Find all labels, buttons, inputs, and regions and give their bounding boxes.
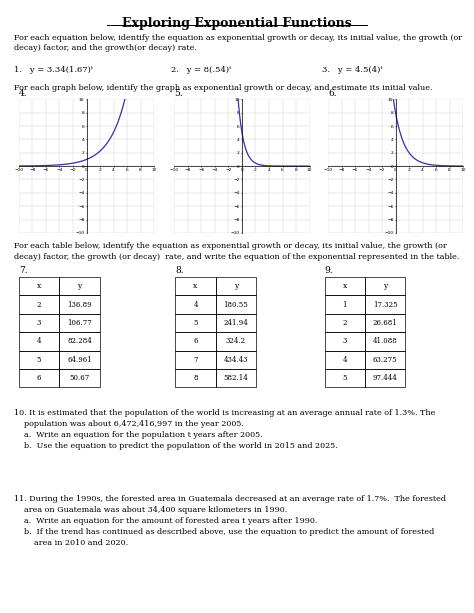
Text: 5.: 5. — [174, 89, 183, 98]
Text: Exploring Exponential Functions: Exploring Exponential Functions — [122, 17, 352, 30]
Text: y: y — [383, 282, 387, 291]
Bar — [325, 295, 365, 314]
Bar — [19, 295, 59, 314]
Bar — [365, 277, 405, 295]
Bar — [19, 332, 59, 351]
Text: 106.77: 106.77 — [67, 319, 92, 327]
Bar — [216, 351, 256, 369]
Text: 9.: 9. — [325, 265, 333, 275]
Text: 582.14: 582.14 — [223, 374, 248, 383]
Text: 6.: 6. — [328, 89, 337, 98]
Text: 50.67: 50.67 — [69, 374, 90, 383]
Text: For each graph below, identify the graph as exponential growth or decay, and est: For each graph below, identify the graph… — [14, 84, 433, 92]
Text: x: x — [193, 282, 198, 291]
Bar — [19, 351, 59, 369]
Bar — [325, 332, 365, 351]
Text: 5: 5 — [343, 374, 347, 383]
Bar — [175, 369, 216, 387]
Text: 7: 7 — [193, 356, 198, 364]
Text: 11. During the 1990s, the forested area in Guatemala decreased at an average rat: 11. During the 1990s, the forested area … — [14, 495, 446, 547]
Text: 82.284: 82.284 — [67, 337, 92, 346]
Text: y: y — [77, 282, 82, 291]
Text: y: y — [234, 282, 238, 291]
Text: 241.94: 241.94 — [223, 319, 248, 327]
Bar — [216, 332, 256, 351]
Bar — [175, 314, 216, 332]
Text: 4.: 4. — [19, 89, 27, 98]
Text: 7.: 7. — [19, 265, 27, 275]
Text: 5: 5 — [37, 356, 41, 364]
Text: x: x — [343, 282, 347, 291]
Bar — [59, 277, 100, 295]
Bar — [365, 351, 405, 369]
Text: x: x — [37, 282, 41, 291]
Text: 2: 2 — [37, 300, 41, 309]
Text: 434.43: 434.43 — [224, 356, 248, 364]
Bar — [216, 314, 256, 332]
Text: 3: 3 — [37, 319, 41, 327]
Bar — [59, 314, 100, 332]
Bar — [365, 332, 405, 351]
Bar — [365, 369, 405, 387]
Bar — [59, 332, 100, 351]
Text: 324.2: 324.2 — [226, 337, 246, 346]
Text: 10. It is estimated that the population of the world is increasing at an average: 10. It is estimated that the population … — [14, 409, 436, 451]
Text: 3: 3 — [343, 337, 347, 346]
Text: 2.   y = 8(.54)ᵗ: 2. y = 8(.54)ᵗ — [171, 66, 231, 74]
Bar — [216, 369, 256, 387]
Text: 41.088: 41.088 — [373, 337, 398, 346]
Bar — [325, 369, 365, 387]
Bar — [59, 351, 100, 369]
Bar — [365, 314, 405, 332]
Bar — [175, 295, 216, 314]
Text: 1.   y = 3.34(1.67)ᵗ: 1. y = 3.34(1.67)ᵗ — [14, 66, 93, 74]
Text: 64.961: 64.961 — [67, 356, 92, 364]
Text: 3.   y = 4.5(4)ᵗ: 3. y = 4.5(4)ᵗ — [322, 66, 383, 74]
Text: 6: 6 — [37, 374, 41, 383]
Text: 97.444: 97.444 — [373, 374, 398, 383]
Bar — [59, 295, 100, 314]
Bar — [216, 295, 256, 314]
Bar — [216, 277, 256, 295]
Text: 4: 4 — [37, 337, 41, 346]
Text: 26.681: 26.681 — [373, 319, 398, 327]
Bar — [19, 277, 59, 295]
Bar — [325, 277, 365, 295]
Bar — [175, 277, 216, 295]
Text: 5: 5 — [193, 319, 198, 327]
Text: 180.55: 180.55 — [223, 300, 248, 309]
Text: 4: 4 — [343, 356, 347, 364]
Text: 8: 8 — [193, 374, 198, 383]
Text: 8.: 8. — [175, 265, 184, 275]
Text: 2: 2 — [343, 319, 347, 327]
Bar — [175, 332, 216, 351]
Bar — [59, 369, 100, 387]
Bar — [325, 351, 365, 369]
Text: For each equation below, identify the equation as exponential growth or decay, i: For each equation below, identify the eq… — [14, 34, 462, 52]
Bar — [19, 314, 59, 332]
Text: For each table below, identify the equation as exponential growth or decay, its : For each table below, identify the equat… — [14, 242, 460, 261]
Bar — [175, 351, 216, 369]
Text: 6: 6 — [193, 337, 198, 346]
Bar — [365, 295, 405, 314]
Text: 17.325: 17.325 — [373, 300, 397, 309]
Text: 4: 4 — [193, 300, 198, 309]
Bar — [325, 314, 365, 332]
Text: 63.275: 63.275 — [373, 356, 397, 364]
Bar — [19, 369, 59, 387]
Text: 1: 1 — [343, 300, 347, 309]
Text: 136.89: 136.89 — [67, 300, 91, 309]
